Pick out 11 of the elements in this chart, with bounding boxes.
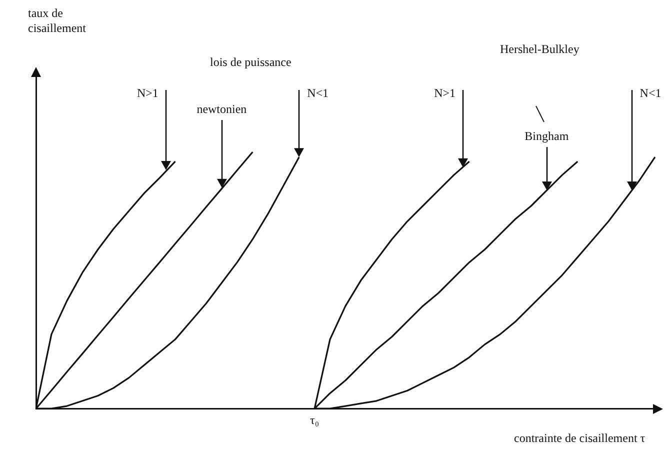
x-axis-title: contrainte de cisaillement τ — [514, 430, 646, 446]
text: N<1 — [640, 86, 662, 101]
text: lois de puissance — [210, 55, 292, 70]
text: τ₀ — [310, 412, 320, 428]
text: Bingham — [524, 129, 569, 144]
text: Hershel-Bulkley — [500, 42, 580, 57]
text: newtonien — [196, 102, 247, 117]
text: N>1 — [136, 86, 158, 101]
text: taux de cisaillement — [28, 6, 87, 36]
text: N<1 — [307, 86, 328, 101]
text: N>1 — [434, 86, 456, 101]
